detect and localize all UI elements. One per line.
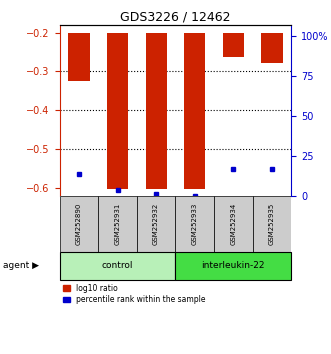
Bar bbox=[261, 33, 283, 63]
Bar bbox=[68, 33, 89, 81]
Text: GSM252933: GSM252933 bbox=[192, 203, 198, 245]
Bar bbox=[60, 252, 175, 280]
Bar bbox=[223, 33, 244, 57]
Text: control: control bbox=[102, 262, 133, 270]
Bar bbox=[107, 33, 128, 189]
Title: GDS3226 / 12462: GDS3226 / 12462 bbox=[120, 11, 231, 24]
Text: GSM252935: GSM252935 bbox=[269, 203, 275, 245]
Text: GSM252890: GSM252890 bbox=[76, 203, 82, 245]
Bar bbox=[214, 196, 253, 252]
Legend: log10 ratio, percentile rank within the sample: log10 ratio, percentile rank within the … bbox=[64, 284, 205, 304]
Text: agent ▶: agent ▶ bbox=[3, 262, 39, 270]
Bar bbox=[137, 196, 175, 252]
Bar bbox=[184, 33, 205, 189]
Bar bbox=[146, 33, 167, 189]
Text: interleukin-22: interleukin-22 bbox=[202, 262, 265, 270]
Bar bbox=[98, 196, 137, 252]
Text: GSM252934: GSM252934 bbox=[230, 203, 236, 245]
Text: GSM252931: GSM252931 bbox=[115, 203, 120, 245]
Bar bbox=[175, 196, 214, 252]
Text: GSM252932: GSM252932 bbox=[153, 203, 159, 245]
Bar bbox=[253, 196, 291, 252]
Bar bbox=[60, 196, 98, 252]
Bar bbox=[175, 252, 291, 280]
